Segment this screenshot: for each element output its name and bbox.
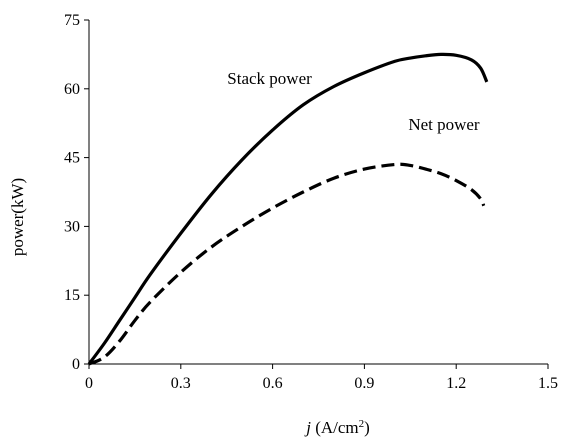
series-layer xyxy=(87,52,489,366)
ticks-layer: 0 15 30 45 60 75 0 0.3 0.6 0.9 1.2 1.5 xyxy=(64,12,558,392)
x-axis-label-unit-exponent: 2 xyxy=(359,418,365,430)
net-power-annotation: Net power xyxy=(408,115,480,134)
x-axis-label-unit-close: ) xyxy=(364,418,370,437)
x-tick-label: 0.3 xyxy=(171,375,191,392)
y-axis-label: power(kW) xyxy=(8,178,27,256)
stack-power-line xyxy=(87,52,489,365)
x-tick-label: 0.6 xyxy=(263,375,283,392)
axes-layer xyxy=(88,20,548,365)
x-axis-label-variable: j xyxy=(304,418,311,437)
y-tick-label: 45 xyxy=(64,150,80,167)
x-axis-label: j (A/cm2) xyxy=(304,418,370,437)
stack-power-annotation: Stack power xyxy=(227,69,312,88)
y-tick-label: 60 xyxy=(64,81,80,98)
y-tick-label: 30 xyxy=(64,218,80,235)
y-tick-label: 15 xyxy=(64,287,80,304)
x-axis-label-unit: (A/cm xyxy=(311,418,359,437)
annotation-layer: Stack power Net power xyxy=(227,69,480,134)
y-tick-label: 75 xyxy=(64,12,80,29)
y-tick-label: 0 xyxy=(72,356,80,373)
x-tick-label: 1.5 xyxy=(538,375,558,392)
x-tick-label: 1.2 xyxy=(446,375,466,392)
net-power-line xyxy=(88,162,486,366)
x-tick-label: 0.9 xyxy=(354,375,374,392)
x-tick-label: 0 xyxy=(85,375,93,392)
